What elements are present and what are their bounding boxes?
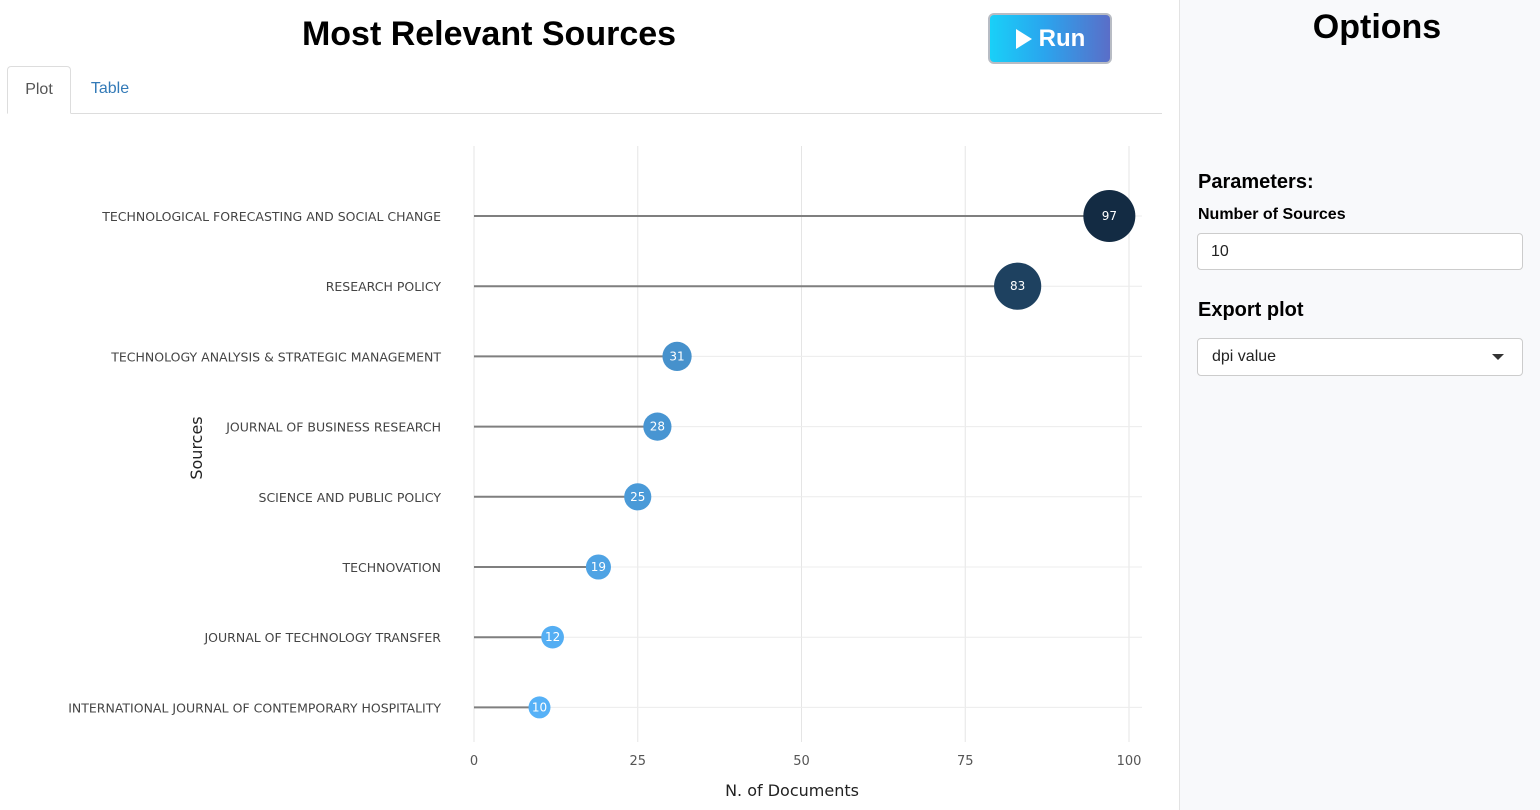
number-of-sources-input[interactable] xyxy=(1197,233,1523,270)
stem-layer xyxy=(474,215,1110,709)
dpi-select[interactable]: dpi value xyxy=(1197,338,1523,376)
data-label: 25 xyxy=(630,490,645,504)
y-axis-title: Sources xyxy=(187,416,206,479)
lollipop-point xyxy=(994,262,1042,310)
parameters-heading: Parameters: xyxy=(1198,171,1314,193)
y-tick-label: JOURNAL OF TECHNOLOGY TRANSFER xyxy=(203,630,441,645)
x-tick-label: 25 xyxy=(629,754,646,769)
data-label: 10 xyxy=(532,700,547,714)
page-title: Most Relevant Sources xyxy=(301,15,677,53)
y-tick-label: SCIENCE AND PUBLIC POLICY xyxy=(259,490,442,505)
point-layer xyxy=(528,190,1136,719)
export-plot-heading: Export plot xyxy=(1198,299,1304,321)
data-label: 19 xyxy=(591,560,606,574)
data-label: 28 xyxy=(650,420,665,434)
x-tick-label: 50 xyxy=(793,754,810,769)
sidebar-title: Options xyxy=(1312,8,1442,46)
lollipop-point xyxy=(585,554,612,580)
main-panel: Most Relevant Sources Run Plot Table 0 25… xyxy=(7,13,1162,800)
grid-layer xyxy=(473,146,1142,742)
y-tick-label: TECHNOVATION xyxy=(342,560,441,575)
lollipop-point xyxy=(643,412,672,441)
dpi-select-value: dpi value xyxy=(1212,348,1277,365)
tab-plot[interactable]: Plot xyxy=(7,66,71,114)
x-tick-label: 0 xyxy=(470,754,478,769)
lollipop-chart: 0 25 50 75 100 97 TECHNOLOGICAL FORECASTING AN… xyxy=(68,146,1142,800)
data-label: 83 xyxy=(1010,279,1025,293)
tab-table[interactable]: Table xyxy=(90,80,130,97)
y-tick-label: TECHNOLOGY ANALYSIS & STRATEGIC MANAGEME… xyxy=(110,349,441,364)
data-label: 12 xyxy=(545,630,560,644)
lollipop-point xyxy=(624,483,652,511)
y-tick-label: INTERNATIONAL JOURNAL OF CONTEMPORARY HO… xyxy=(68,700,441,715)
data-label: 31 xyxy=(669,349,684,363)
lollipop-point xyxy=(662,341,692,372)
x-axis-title: N. of Documents xyxy=(725,781,859,800)
caret-down-icon xyxy=(1492,354,1504,360)
y-tick-label: RESEARCH POLICY xyxy=(326,279,442,294)
run-button[interactable]: Run xyxy=(988,13,1112,64)
options-sidebar: Options Parameters: Number of Sources Ex… xyxy=(1179,0,1540,810)
tab-bar: Plot Table xyxy=(7,66,1162,114)
data-label: 97 xyxy=(1102,209,1117,223)
lollipop-point xyxy=(1083,190,1136,242)
run-button-label: Run xyxy=(1038,24,1086,52)
x-tick-label: 100 xyxy=(1117,754,1142,769)
lollipop-point xyxy=(528,696,551,719)
play-icon xyxy=(1015,28,1032,49)
y-tick-label: JOURNAL OF BUSINESS RESEARCH xyxy=(225,420,441,435)
lollipop-point xyxy=(541,625,564,649)
label-layer: 0 25 50 75 100 97 TECHNOLOGICAL FORECASTING AN… xyxy=(68,209,1141,769)
number-of-sources-label: Number of Sources xyxy=(1198,206,1346,223)
x-tick-label: 75 xyxy=(957,754,974,769)
y-tick-label: TECHNOLOGICAL FORECASTING AND SOCIAL CHA… xyxy=(101,209,441,224)
